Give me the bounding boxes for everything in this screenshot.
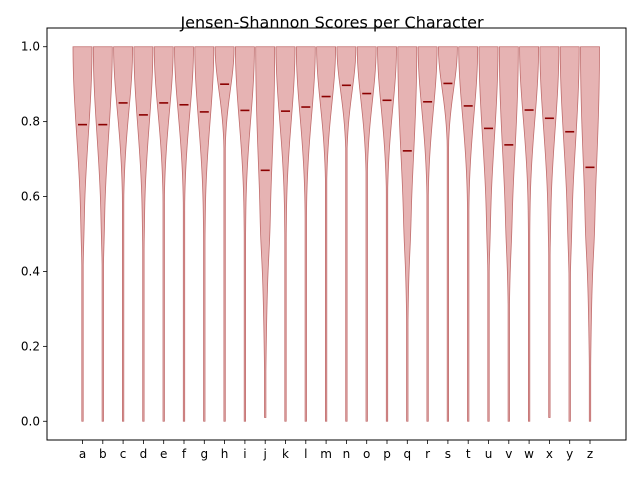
violin-m bbox=[316, 46, 337, 422]
x-tick-label-d: d bbox=[140, 447, 148, 461]
violin-o bbox=[356, 46, 377, 422]
violin-a bbox=[72, 46, 93, 422]
violin-u bbox=[478, 46, 499, 422]
violin-w bbox=[519, 46, 540, 422]
violin-h bbox=[214, 46, 235, 422]
y-tick-label-1: 0.2 bbox=[21, 339, 40, 353]
x-tick-label-z: z bbox=[587, 447, 593, 461]
violin-c bbox=[113, 46, 134, 422]
x-tick-label-g: g bbox=[200, 447, 208, 461]
violin-f bbox=[174, 46, 194, 422]
x-tick-label-f: f bbox=[182, 447, 187, 461]
y-tick-label-4: 0.8 bbox=[21, 115, 40, 129]
violin-p bbox=[377, 46, 397, 422]
x-tick-label-l: l bbox=[304, 447, 307, 461]
y-tick-label-5: 1.0 bbox=[21, 40, 40, 54]
y-axis: 0.0 0.2 0.4 0.6 0.8 1.0 bbox=[21, 40, 47, 428]
violin-z bbox=[580, 46, 600, 422]
x-tick-label-n: n bbox=[343, 447, 351, 461]
x-tick-label-k: k bbox=[282, 447, 289, 461]
chart-title: Jensen-Shannon Scores per Character bbox=[179, 13, 484, 32]
violin-r bbox=[417, 46, 438, 422]
y-tick-label-3: 0.6 bbox=[21, 190, 40, 204]
violin-b bbox=[92, 46, 113, 422]
violin-i bbox=[234, 46, 255, 422]
x-tick-label-e: e bbox=[160, 447, 167, 461]
x-tick-label-x: x bbox=[546, 447, 553, 461]
violin-n bbox=[336, 46, 357, 422]
x-tick-label-s: s bbox=[445, 447, 451, 461]
x-tick-label-o: o bbox=[363, 447, 370, 461]
x-tick-label-y: y bbox=[566, 447, 573, 461]
x-tick-label-a: a bbox=[79, 447, 86, 461]
violin-d bbox=[133, 46, 154, 422]
x-tick-label-q: q bbox=[403, 447, 411, 461]
violin-v bbox=[498, 46, 519, 422]
x-tick-label-w: w bbox=[524, 447, 534, 461]
y-tick-label-2: 0.4 bbox=[21, 264, 40, 278]
x-tick-label-r: r bbox=[425, 447, 430, 461]
violin-j bbox=[255, 46, 276, 418]
x-tick-label-i: i bbox=[243, 447, 246, 461]
x-tick-label-u: u bbox=[485, 447, 493, 461]
plot-layer bbox=[72, 46, 600, 422]
violin-g bbox=[194, 46, 215, 422]
violin-s bbox=[437, 46, 458, 422]
y-tick-label-0: 0.0 bbox=[21, 414, 40, 428]
x-tick-label-m: m bbox=[320, 447, 332, 461]
x-tick-label-p: p bbox=[383, 447, 391, 461]
x-tick-label-v: v bbox=[505, 447, 512, 461]
violin-l bbox=[295, 46, 316, 422]
violin-t bbox=[458, 46, 479, 422]
violin-k bbox=[275, 46, 296, 422]
violin-e bbox=[153, 46, 174, 422]
violin-x bbox=[539, 46, 560, 418]
x-tick-label-h: h bbox=[221, 447, 229, 461]
plot-frame bbox=[46, 27, 627, 441]
x-tick-label-b: b bbox=[99, 447, 107, 461]
x-tick-label-c: c bbox=[120, 447, 127, 461]
x-tick-label-j: j bbox=[263, 447, 267, 461]
violin-q bbox=[397, 46, 418, 422]
x-tick-label-t: t bbox=[466, 447, 471, 461]
violin-y bbox=[559, 46, 580, 422]
